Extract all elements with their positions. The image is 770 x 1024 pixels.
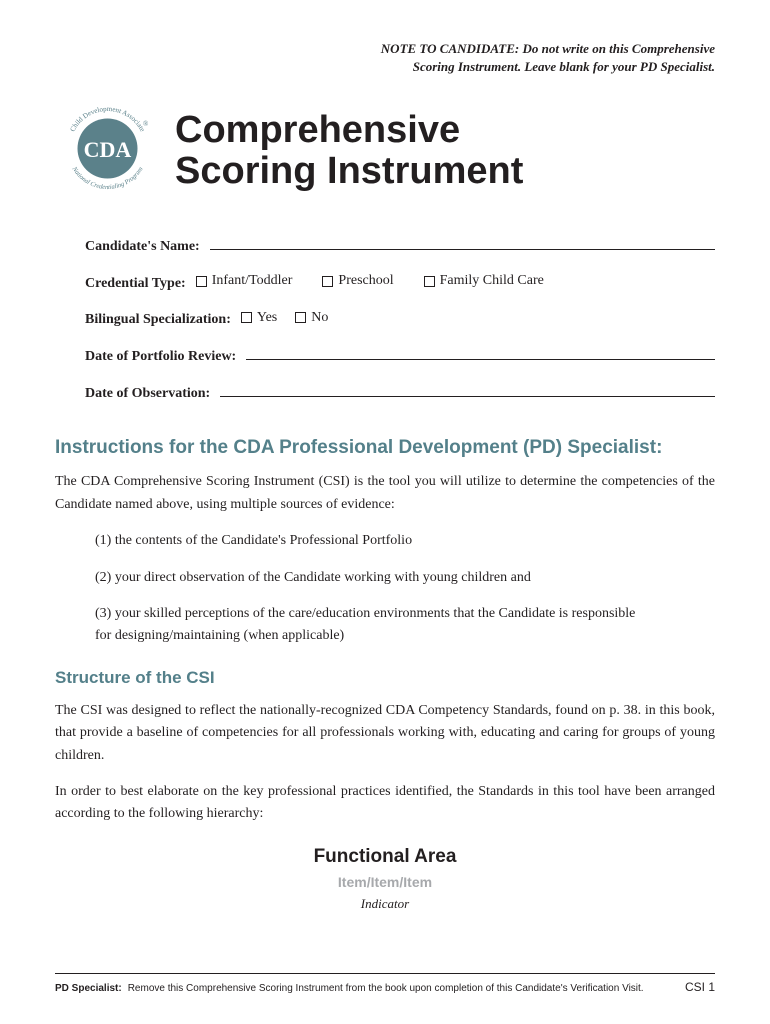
candidate-note: NOTE TO CANDIDATE: Do not write on this … [55, 40, 715, 76]
instruction-item-1: (1) the contents of the Candidate's Prof… [95, 530, 715, 552]
checkbox-family[interactable] [424, 276, 435, 287]
instructions-heading: Instructions for the CDA Professional De… [55, 437, 715, 459]
credential-label-1: Preschool [338, 273, 393, 289]
instruction-item-3: (3) your skilled perceptions of the care… [95, 603, 715, 648]
hierarchy-block: Functional Area Item/Item/Item Indicator [55, 846, 715, 912]
structure-para1: The CSI was designed to reflect the nati… [55, 700, 715, 767]
bilingual-label: Bilingual Specialization: [85, 312, 231, 328]
bilingual-yes: Yes [241, 310, 277, 326]
observation-date-row: Date of Observation: [85, 383, 715, 402]
instructions-list: (1) the contents of the Candidate's Prof… [55, 530, 715, 648]
credential-option-family: Family Child Care [424, 273, 544, 289]
portfolio-date-row: Date of Portfolio Review: [85, 346, 715, 365]
checkbox-yes[interactable] [241, 312, 252, 323]
bilingual-label-0: Yes [257, 310, 277, 326]
bilingual-options: Yes No [241, 310, 329, 326]
footer: PD Specialist: Remove this Comprehensive… [55, 973, 715, 994]
footer-text: Remove this Comprehensive Scoring Instru… [128, 983, 685, 994]
bilingual-row: Bilingual Specialization: Yes No [85, 310, 715, 329]
checkbox-no[interactable] [295, 312, 306, 323]
title-line2: Scoring Instrument [175, 151, 523, 193]
credential-options: Infant/Toddler Preschool Family Child Ca… [196, 273, 544, 289]
hierarchy-indicator: Indicator [55, 896, 715, 912]
credential-label-0: Infant/Toddler [212, 273, 293, 289]
credential-type-label: Credential Type: [85, 276, 186, 292]
header: CDA Child Development Associate National… [55, 96, 715, 206]
hierarchy-items: Item/Item/Item [55, 874, 715, 890]
structure-para2: In order to best elaborate on the key pr… [55, 781, 715, 826]
credential-type-row: Credential Type: Infant/Toddler Preschoo… [85, 273, 715, 292]
checkbox-infant[interactable] [196, 276, 207, 287]
instructions-intro: The CDA Comprehensive Scoring Instrument… [55, 471, 715, 516]
portfolio-date-label: Date of Portfolio Review: [85, 349, 236, 365]
portfolio-date-field[interactable] [246, 346, 715, 360]
credential-option-infant: Infant/Toddler [196, 273, 293, 289]
observation-date-field[interactable] [220, 383, 715, 397]
page-title: Comprehensive Scoring Instrument [175, 110, 523, 194]
structure-heading: Structure of the CSI [55, 668, 715, 688]
svg-text:CDA: CDA [84, 137, 132, 162]
footer-page: CSI 1 [685, 980, 715, 994]
credential-option-preschool: Preschool [322, 273, 393, 289]
instruction-item-2: (2) your direct observation of the Candi… [95, 567, 715, 589]
credential-label-2: Family Child Care [440, 273, 544, 289]
footer-label: PD Specialist: [55, 983, 122, 994]
title-line1: Comprehensive [175, 110, 523, 152]
svg-text:®: ® [143, 120, 149, 128]
note-line1: NOTE TO CANDIDATE: Do not write on this … [381, 41, 715, 56]
checkbox-preschool[interactable] [322, 276, 333, 287]
candidate-name-field[interactable] [210, 236, 715, 250]
bilingual-label-1: No [311, 310, 328, 326]
note-line2: Scoring Instrument. Leave blank for your… [413, 59, 715, 74]
hierarchy-main: Functional Area [55, 846, 715, 868]
bilingual-no: No [295, 310, 328, 326]
form-section: Candidate's Name: Credential Type: Infan… [55, 236, 715, 402]
candidate-name-row: Candidate's Name: [85, 236, 715, 255]
candidate-name-label: Candidate's Name: [85, 239, 200, 255]
observation-date-label: Date of Observation: [85, 386, 210, 402]
cda-logo: CDA Child Development Associate National… [55, 96, 160, 206]
